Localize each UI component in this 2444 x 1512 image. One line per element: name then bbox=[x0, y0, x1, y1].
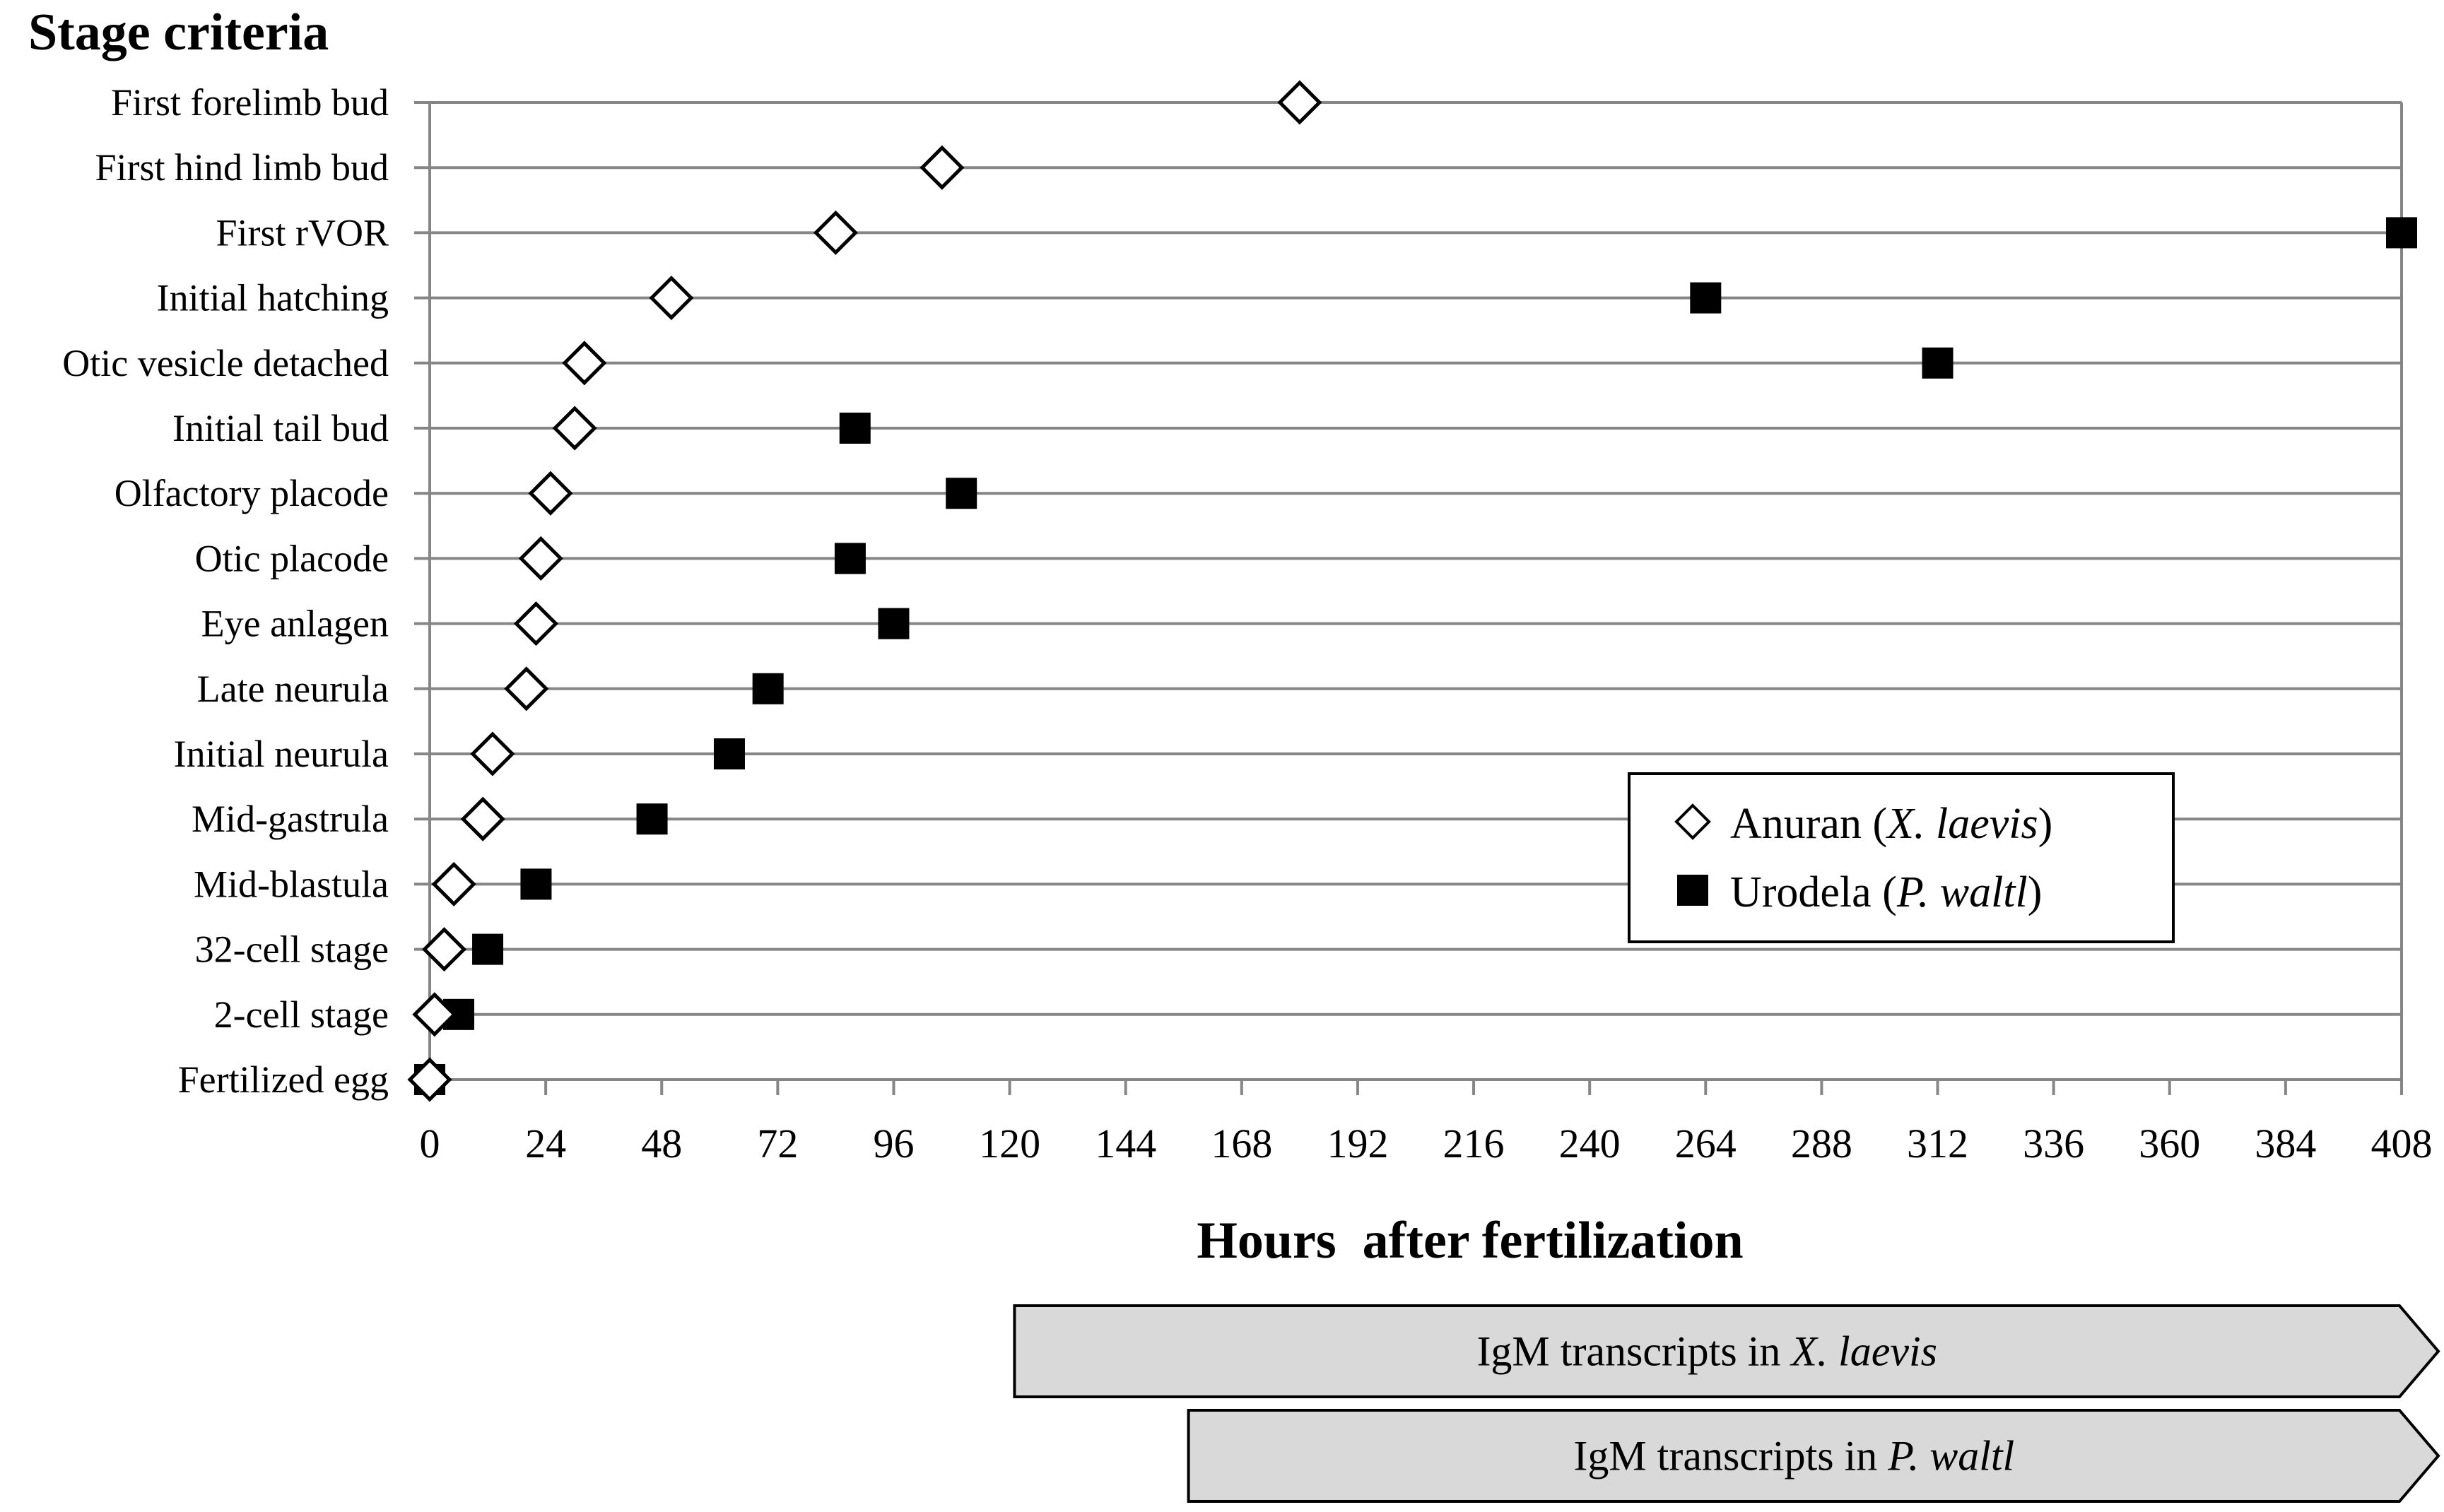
legend-anuran-species: X. laevis bbox=[1885, 800, 2038, 848]
anuran-point bbox=[513, 601, 558, 646]
igm-arrow-p-waltl bbox=[1187, 1409, 2440, 1503]
urodela-point bbox=[834, 543, 866, 574]
anuran-point bbox=[431, 861, 476, 906]
category-label: Olfactory placode bbox=[114, 472, 389, 514]
igm-label-species: X. laevis bbox=[1790, 1328, 1937, 1375]
urodela-point bbox=[1922, 347, 1954, 379]
legend-anuran-name: Anuran bbox=[1730, 800, 1862, 848]
legend-label-urodela: Urodela (P. waltl) bbox=[1730, 868, 2042, 916]
anuran-point bbox=[412, 992, 457, 1037]
x-tick-label: 72 bbox=[757, 1121, 798, 1167]
anuran-point bbox=[421, 927, 467, 972]
igm-arrow-label: IgM transcripts in P. waltl bbox=[1573, 1433, 2014, 1479]
igm-label-text: IgM transcripts in bbox=[1573, 1433, 1888, 1479]
anuran-point bbox=[470, 731, 515, 776]
anuran-point bbox=[460, 796, 505, 841]
chart-title: Stage criteria bbox=[28, 4, 329, 61]
anuran-point bbox=[528, 471, 573, 516]
urodela-point bbox=[520, 868, 552, 900]
urodela-point bbox=[839, 413, 871, 444]
category-label: Otic placode bbox=[195, 537, 389, 579]
x-tick-label: 120 bbox=[979, 1121, 1040, 1167]
urodela-point bbox=[636, 803, 668, 835]
anuran-point bbox=[920, 145, 965, 190]
anuran-point bbox=[552, 406, 597, 451]
urodela-point bbox=[752, 673, 784, 704]
igm-arrow-x-laevis bbox=[1013, 1304, 2440, 1398]
legend-urodela-species: P. waltl bbox=[1896, 868, 2028, 916]
urodela-point bbox=[946, 478, 977, 509]
x-tick-labels: 0 24 48 72 96 120 144 168 192 216 240 264 288 312 336 3… bbox=[420, 1121, 2433, 1167]
x-tick-label: 0 bbox=[420, 1121, 440, 1167]
anuran-point bbox=[407, 1057, 452, 1102]
category-label: Eye anlagen bbox=[201, 603, 389, 645]
x-tick-label: 336 bbox=[2023, 1121, 2084, 1167]
legend-box bbox=[1628, 772, 2175, 943]
x-tick-label: 312 bbox=[1907, 1121, 1968, 1167]
x-tick-label: 288 bbox=[1791, 1121, 1852, 1167]
urodela-point bbox=[472, 933, 504, 965]
anuran-point bbox=[649, 276, 694, 321]
x-tick-label: 408 bbox=[2371, 1121, 2433, 1167]
category-label: Mid-blastula bbox=[194, 863, 389, 905]
category-label: Initial hatching bbox=[157, 277, 389, 319]
category-label: Initial neurula bbox=[174, 733, 389, 775]
x-tick-label: 192 bbox=[1327, 1121, 1388, 1167]
urodela-point bbox=[1690, 282, 1722, 314]
data-marks bbox=[407, 80, 2417, 1102]
urodela-point bbox=[713, 738, 745, 769]
category-label: Initial tail bud bbox=[172, 407, 389, 449]
x-tick-label: 168 bbox=[1211, 1121, 1272, 1167]
anuran-point bbox=[562, 341, 607, 386]
anuran-point bbox=[813, 210, 858, 255]
x-tick-label: 360 bbox=[2139, 1121, 2200, 1167]
legend: Anuran (X. laevis) Urodela (P. waltl) bbox=[1628, 772, 2175, 943]
anuran-point bbox=[518, 536, 563, 581]
grid-layer bbox=[414, 101, 2403, 1095]
x-tick-label: 96 bbox=[873, 1121, 914, 1167]
category-label: First hind limb bud bbox=[95, 146, 389, 189]
category-label: 2-cell stage bbox=[214, 993, 389, 1036]
category-label: 32-cell stage bbox=[195, 928, 389, 971]
x-tick-label: 144 bbox=[1095, 1121, 1156, 1167]
x-tick-label: 384 bbox=[2255, 1121, 2316, 1167]
urodela-point bbox=[2386, 217, 2417, 249]
x-tick-label: 264 bbox=[1675, 1121, 1737, 1167]
igm-label-text: IgM transcripts in bbox=[1476, 1328, 1791, 1375]
x-tick-label: 24 bbox=[525, 1121, 566, 1167]
igm-arrow-label: IgM transcripts in X. laevis bbox=[1476, 1328, 1937, 1375]
anuran-point bbox=[504, 666, 549, 711]
legend-marker-anuran bbox=[1674, 803, 1711, 840]
category-label: Otic vesicle detached bbox=[62, 342, 389, 384]
igm-label-species: P. waltl bbox=[1887, 1433, 2014, 1479]
legend-marker-urodela bbox=[1677, 875, 1708, 906]
category-label: Mid-gastrula bbox=[192, 798, 389, 840]
x-axis-label: Hours after fertilization bbox=[1197, 1212, 1743, 1270]
category-label: First rVOR bbox=[216, 211, 389, 254]
category-label: Fertilized egg bbox=[178, 1058, 389, 1101]
x-tick-label: 48 bbox=[641, 1121, 682, 1167]
category-labels: Fertilized egg 2-cell stage 32-cell stage M… bbox=[62, 81, 389, 1101]
x-tick-label: 240 bbox=[1559, 1121, 1621, 1167]
legend-label-anuran: Anuran (X. laevis) bbox=[1730, 800, 2052, 848]
legend-urodela-name: Urodela bbox=[1730, 868, 1872, 916]
category-label: First forelimb bud bbox=[111, 81, 389, 124]
urodela-point bbox=[878, 608, 910, 639]
category-label: Late neurula bbox=[197, 668, 389, 710]
anuran-point bbox=[1277, 80, 1322, 125]
x-tick-label: 216 bbox=[1443, 1121, 1505, 1167]
